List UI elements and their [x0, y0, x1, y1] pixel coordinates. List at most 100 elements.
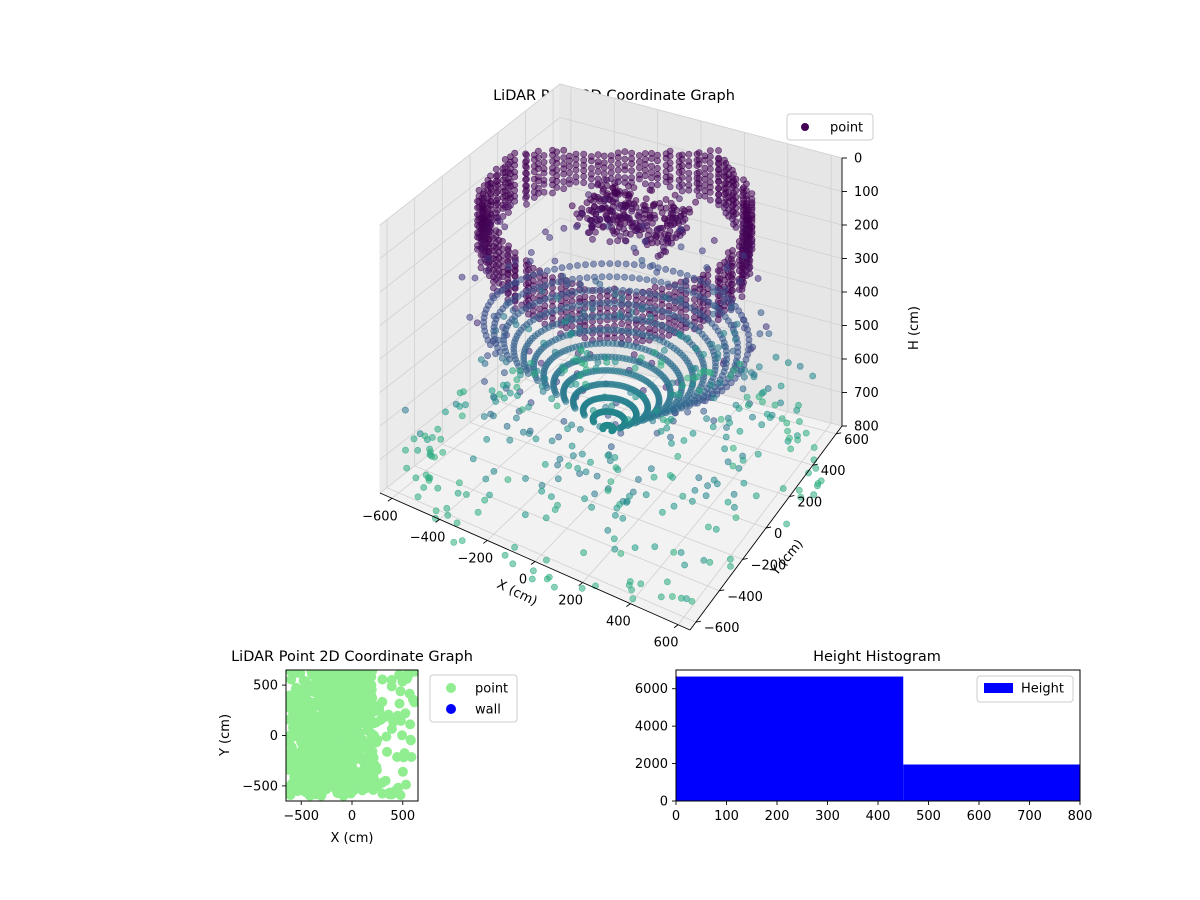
- chart-3d-point: [553, 159, 561, 167]
- chart-3d-point: [591, 490, 598, 498]
- chart-3d-point: [489, 412, 497, 420]
- chart-3d-point: [557, 285, 565, 292]
- chart-2d-point: [342, 672, 353, 683]
- chart-3d-point: [618, 320, 626, 328]
- chart-3d-point: [420, 484, 428, 491]
- chart-3d-point: [492, 165, 500, 173]
- chart-3d-point: [569, 275, 576, 283]
- chart-2d-point: [358, 677, 369, 688]
- chart-3d-point: [677, 225, 685, 233]
- chart-3d-point: [777, 399, 784, 407]
- chart-3d-point: [598, 273, 606, 281]
- chart-3d-y-tick-label: 600: [844, 433, 869, 448]
- chart-3d-point: [662, 154, 670, 162]
- chart-3d-point: [455, 479, 463, 487]
- chart-3d-point: [614, 154, 622, 161]
- chart-3d-point: [577, 425, 584, 433]
- chart-3d-point: [724, 498, 732, 506]
- chart-histogram-x-tick-label: 200: [765, 809, 790, 824]
- chart-3d-point: [530, 370, 538, 378]
- chart-3d-point: [723, 424, 730, 431]
- chart-3d-point: [553, 177, 561, 185]
- chart-2d-point: [286, 696, 296, 707]
- chart-3d-point: [668, 239, 675, 247]
- chart-3d-point: [582, 468, 590, 476]
- chart-3d-point: [522, 182, 529, 190]
- chart-3d-point: [613, 273, 621, 281]
- chart-3d-point: [610, 313, 618, 321]
- chart-3d-grid-z-left: [379, 150, 561, 293]
- chart-3d-point: [635, 476, 642, 483]
- chart-2d-point: [355, 670, 366, 678]
- chart-3d-point: [755, 393, 763, 401]
- chart-2d-xlabel: X (cm): [331, 831, 374, 846]
- chart-3d-point: [522, 169, 529, 177]
- chart-3d-point: [588, 175, 595, 183]
- chart-3d-point: [684, 408, 691, 416]
- chart-3d-point: [521, 511, 529, 519]
- chart-3d-point: [592, 210, 600, 218]
- chart-3d-point: [797, 493, 805, 501]
- chart-3d-point: [538, 481, 546, 489]
- chart-3d-point: [401, 406, 409, 414]
- chart-3d-point: [721, 190, 728, 198]
- chart-2d-point: [354, 702, 365, 713]
- chart-3d-point: [662, 265, 670, 273]
- chart-3d-point: [636, 152, 643, 159]
- chart-2d-point: [328, 756, 339, 767]
- chart-3d-grid-y-floor: [414, 465, 720, 592]
- chart-2d-y-tick-label: −500: [242, 779, 278, 794]
- chart-2d-point: [386, 675, 397, 685]
- chart-3d-point: [530, 271, 538, 279]
- chart-3d-point: [730, 220, 737, 228]
- chart-3d-point: [522, 150, 529, 158]
- chart-3d-point: [540, 188, 548, 196]
- chart-3d-point: [593, 472, 601, 480]
- chart-3d-point: [641, 180, 649, 188]
- chart-3d-point: [578, 584, 586, 592]
- chart-3d-point: [740, 252, 747, 260]
- chart-3d-point: [630, 244, 638, 252]
- chart-3d-point: [689, 497, 696, 505]
- chart-3d-point: [676, 195, 683, 203]
- chart-3d-point: [525, 325, 533, 333]
- chart-3d-point: [466, 313, 474, 321]
- chart-3d-x-tick-label: 400: [606, 615, 631, 630]
- chart-3d-point: [706, 558, 714, 566]
- chart-3d-grid-y-floor: [469, 422, 767, 529]
- chart-3d-point: [710, 394, 718, 402]
- chart-2d-point: [400, 708, 411, 719]
- chart-3d-point: [614, 178, 622, 186]
- chart-3d-point: [479, 240, 487, 248]
- chart-3d-point: [744, 401, 752, 409]
- chart-3d-point: [757, 309, 765, 316]
- chart-2d-y-tick-label: 500: [253, 679, 278, 694]
- chart-2d-point: [304, 790, 315, 801]
- chart-3d-point: [680, 437, 688, 444]
- chart-2d-point: [377, 674, 388, 685]
- chart-histogram-x-tick-label: 800: [1068, 809, 1093, 824]
- chart-3d-point: [505, 248, 512, 256]
- chart-3d-point: [607, 478, 615, 485]
- chart-3d-point: [729, 462, 737, 470]
- chart-3d-x-tick: [626, 603, 631, 608]
- chart-3d-point: [564, 425, 571, 433]
- chart-3d-point: [679, 382, 686, 390]
- chart-2d-point: [398, 752, 409, 763]
- chart-3d-point: [500, 313, 508, 320]
- chart-3d-point: [682, 301, 690, 309]
- chart-3d-point: [675, 163, 683, 171]
- chart-3d-point: [708, 340, 716, 348]
- chart-2d-point: [317, 694, 328, 705]
- chart-3d-point: [699, 247, 706, 255]
- chart-2d-point: [377, 788, 388, 799]
- chart-3d-point: [525, 403, 532, 411]
- chart-3d-point: [551, 257, 559, 265]
- chart-3d-point: [540, 152, 548, 159]
- chart-3d-point: [638, 305, 646, 313]
- chart-3d-point: [540, 339, 547, 347]
- chart-3d-point: [722, 209, 730, 217]
- chart-3d-point: [490, 312, 498, 320]
- chart-2d-point: [334, 726, 345, 737]
- chart-3d-point: [720, 329, 728, 337]
